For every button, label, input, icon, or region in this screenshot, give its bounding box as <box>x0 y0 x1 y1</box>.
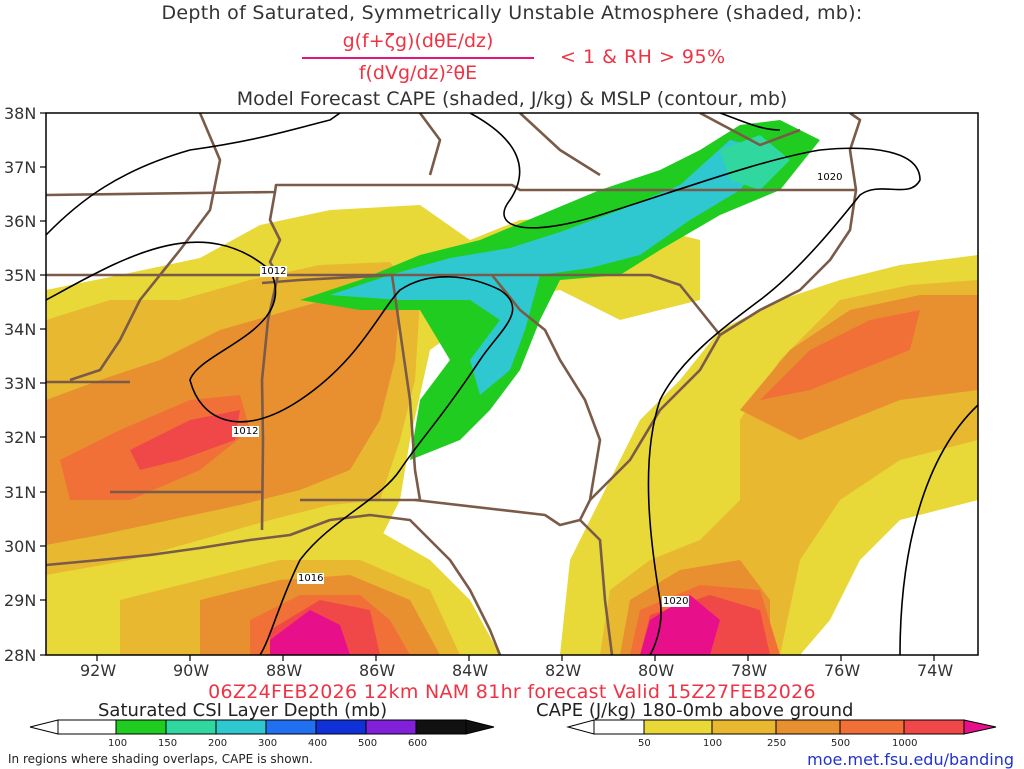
csi-tick: 150 <box>158 738 178 749</box>
csi-band-cyan-north <box>720 135 790 190</box>
lon-label: 76W <box>824 661 861 680</box>
isobar-label: 1012 <box>260 266 288 277</box>
csi-colorbar-title: Saturated CSI Layer Depth (mb) <box>98 700 388 721</box>
lat-label: 38N <box>4 104 37 123</box>
lon-label: 78W <box>731 661 768 680</box>
axis-ticks <box>40 112 935 661</box>
overlap-footnote: In regions where shading overlaps, CAPE … <box>8 752 313 766</box>
lat-label: 30N <box>4 537 37 556</box>
title-line-3: Model Forecast CAPE (shaded, J/kg) & MSL… <box>236 88 788 110</box>
cape-tick: 500 <box>831 738 851 749</box>
lat-label: 32N <box>4 428 37 447</box>
lat-label: 33N <box>4 374 37 393</box>
isobar-label: 1020 <box>662 596 690 607</box>
formula-fraction-bar <box>302 57 534 59</box>
cape-band-6-atlantic <box>640 595 720 655</box>
isobar-label: 1016 <box>297 573 325 584</box>
title-line-1: Depth of Saturated, Symmetrically Unstab… <box>161 2 863 24</box>
map-frame <box>45 112 979 656</box>
lon-label: 92W <box>80 661 117 680</box>
state-borders <box>46 113 862 655</box>
lat-label: 31N <box>4 483 37 502</box>
lat-label: 37N <box>4 158 37 177</box>
formula-numerator: g(f+ζg)(dθE/dz) <box>342 30 494 52</box>
lon-label: 90W <box>173 661 210 680</box>
lat-label: 36N <box>4 212 37 231</box>
csi-colorbar <box>29 719 495 735</box>
lon-label: 82W <box>545 661 582 680</box>
formula-denominator: f(dVg/dz)²θE <box>358 62 478 84</box>
csi-tick: 600 <box>408 738 428 749</box>
lon-label: 88W <box>266 661 303 680</box>
csi-tick: 200 <box>208 738 228 749</box>
lon-label: 80W <box>638 661 675 680</box>
csi-tick: 400 <box>308 738 328 749</box>
cape-colorbar-title: CAPE (J/kg) 180-0mb above ground <box>536 700 854 721</box>
csi-tick: 300 <box>258 738 278 749</box>
isobar-label: 1012 <box>232 426 260 437</box>
source-url[interactable]: moe.met.fsu.edu/banding <box>807 750 1014 769</box>
formula-condition: < 1 & RH > 95% <box>560 46 726 68</box>
lon-label: 74W <box>917 661 954 680</box>
cape-band-4-offshore <box>760 310 920 400</box>
lat-label: 29N <box>4 591 37 610</box>
csi-band-teal <box>330 140 770 395</box>
cape-band-6-gulf <box>270 610 350 655</box>
cape-band-5-west <box>130 410 240 470</box>
cape-tick: 1000 <box>892 738 918 749</box>
csi-tick: 100 <box>108 738 128 749</box>
lon-label: 86W <box>359 661 396 680</box>
forecast-valid-line: 06Z24FEB2026 12km NAM 81hr forecast Vali… <box>208 681 816 703</box>
cape-tick: 250 <box>767 738 787 749</box>
cape-tick: 50 <box>638 738 651 749</box>
lat-label: 28N <box>4 646 37 665</box>
isobar-label: 1020 <box>816 172 844 183</box>
csi-tick: 500 <box>358 738 378 749</box>
map-shading <box>46 120 978 655</box>
cape-colorbar <box>566 719 997 735</box>
lat-label: 35N <box>4 266 37 285</box>
lon-label: 84W <box>452 661 489 680</box>
isobars <box>46 113 978 655</box>
cape-tick: 100 <box>703 738 723 749</box>
lat-label: 34N <box>4 320 37 339</box>
